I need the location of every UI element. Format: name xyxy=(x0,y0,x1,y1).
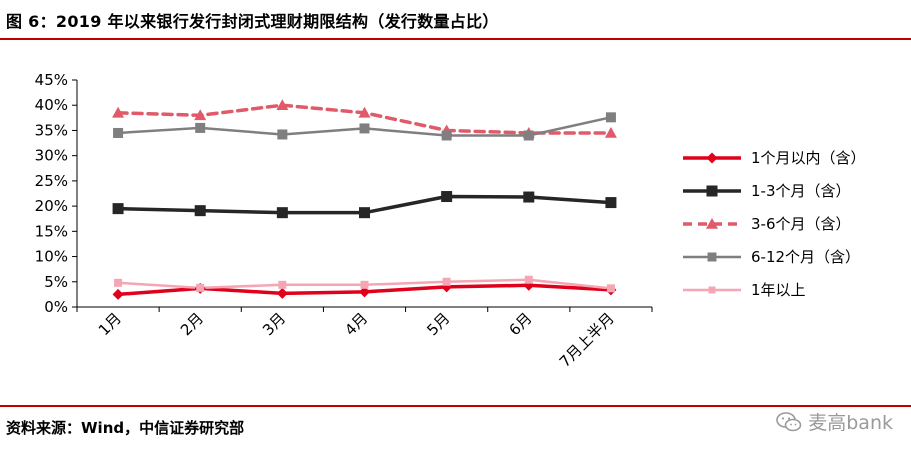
x-tick-label: 1月 xyxy=(95,309,125,339)
data-point-s1 xyxy=(112,203,124,215)
y-tick-label: 20% xyxy=(35,197,68,215)
data-point-s2 xyxy=(112,106,125,118)
data-point-s0 xyxy=(276,287,288,299)
data-point-s4 xyxy=(114,278,123,287)
data-point-s1 xyxy=(276,207,288,219)
top-divider xyxy=(0,38,911,40)
y-tick-label: 35% xyxy=(35,121,68,139)
data-point-s4 xyxy=(606,284,615,293)
legend-label-2: 3-6个月（含） xyxy=(751,215,851,233)
data-point-s3 xyxy=(441,130,452,141)
data-point-s4 xyxy=(360,280,369,289)
data-point-s3 xyxy=(195,122,206,133)
y-tick-label: 10% xyxy=(35,248,68,266)
data-point-s4 xyxy=(442,277,451,286)
bottom-divider xyxy=(0,405,911,407)
data-point-s4 xyxy=(196,283,205,292)
x-tick-label: 3月 xyxy=(259,309,289,339)
legend-marker-4 xyxy=(708,286,716,294)
legend-marker-1 xyxy=(706,185,718,197)
y-tick-label: 30% xyxy=(35,147,68,165)
data-point-s3 xyxy=(523,130,534,141)
y-tick-label: 40% xyxy=(35,96,68,114)
data-point-s3 xyxy=(605,112,616,123)
y-tick-label: 15% xyxy=(35,222,68,240)
legend-label-0: 1个月以内（含） xyxy=(751,149,866,167)
data-point-s0 xyxy=(359,286,370,298)
data-point-s3 xyxy=(277,129,288,140)
chart-title: 图 6：2019 年以来银行发行封闭式理财期限结构（发行数量占比） xyxy=(6,12,499,31)
data-point-s1 xyxy=(359,207,370,219)
x-tick-label: 6月 xyxy=(506,309,536,339)
legend-label-1: 1-3个月（含） xyxy=(751,182,851,200)
data-point-s3 xyxy=(113,127,124,138)
legend-marker-0 xyxy=(706,152,718,164)
x-tick-label: 2月 xyxy=(177,309,207,339)
source-note: 资料来源：Wind，中信证券研究部 xyxy=(6,419,245,437)
watermark-text: 麦高bank xyxy=(808,412,893,434)
x-tick-label: 7月上半月 xyxy=(556,309,618,371)
legend-label-4: 1年以上 xyxy=(751,281,806,299)
data-point-s2 xyxy=(276,99,289,111)
legend-label-3: 6-12个月（含） xyxy=(751,248,860,266)
data-point-s2 xyxy=(358,106,371,118)
data-point-s4 xyxy=(278,280,287,289)
wechat-icon xyxy=(776,411,802,431)
line-chart: 0% 5% 10% 15% 20% 25% 30% 35% 40% 45% 1月 2月 3月 4月 5月 6月… xyxy=(35,71,866,371)
data-point-s3 xyxy=(359,123,370,134)
y-tick-label: 5% xyxy=(44,273,68,291)
data-point-s1 xyxy=(605,197,617,209)
data-point-s1 xyxy=(523,191,535,203)
data-point-s0 xyxy=(441,281,453,293)
y-tick-label: 25% xyxy=(35,172,68,190)
data-point-s0 xyxy=(112,288,124,300)
y-tick-label: 0% xyxy=(44,298,68,316)
x-tick-label: 4月 xyxy=(341,309,371,339)
watermark: 麦高bank xyxy=(776,408,893,435)
legend-marker-2 xyxy=(706,218,718,229)
data-point-s2 xyxy=(194,109,207,121)
legend-marker-3 xyxy=(707,252,717,262)
data-point-s1 xyxy=(194,205,206,217)
data-point-s2 xyxy=(604,126,617,138)
data-point-s1 xyxy=(441,191,453,203)
y-tick-label: 45% xyxy=(35,71,68,89)
data-point-s4 xyxy=(524,275,533,284)
x-tick-label: 5月 xyxy=(423,309,453,339)
